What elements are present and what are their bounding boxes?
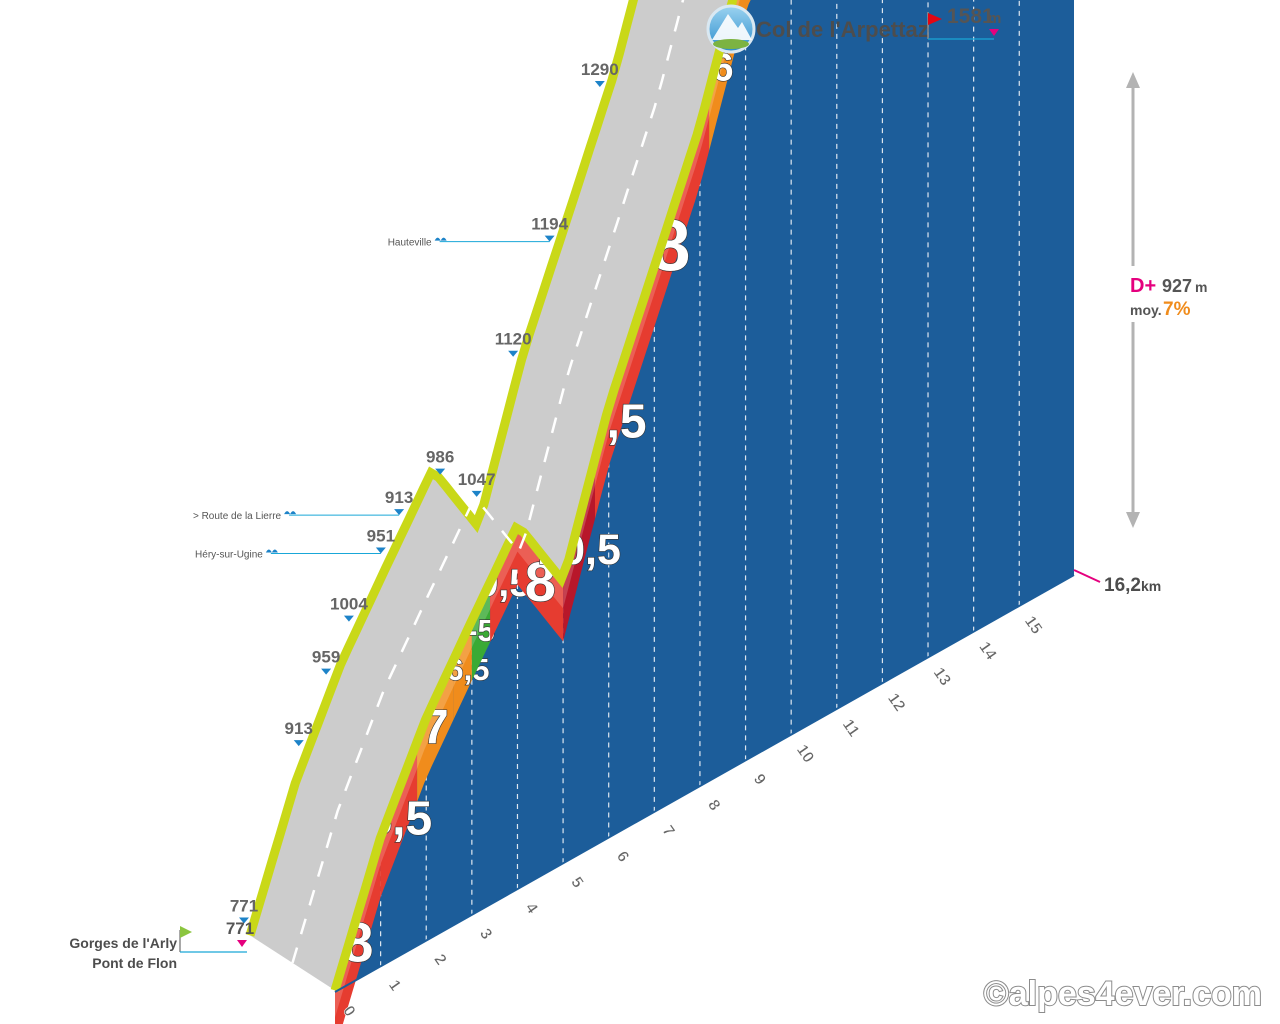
place-label: Héry-sur-Ugine <box>195 549 263 560</box>
place-label: > Route de la Lierre <box>193 511 282 522</box>
km-tick-label: 14 <box>975 639 999 663</box>
start-name-line1: Gorges de l'Arly <box>69 935 177 951</box>
start-block: Gorges de l'Arly Pont de Flon 771 <box>69 919 254 971</box>
arrow-down-icon <box>1126 512 1140 528</box>
km-tick-label: 10 <box>793 742 817 766</box>
title-block: Col de l'Arpettaz 1581 m <box>706 4 1001 54</box>
summit-flag-icon <box>928 13 942 25</box>
profile-wall-fill <box>335 0 1074 992</box>
altitude-marker-icon <box>471 490 482 497</box>
profile-wall <box>335 0 1074 992</box>
average-label: moy. <box>1130 302 1162 318</box>
arrow-up-icon <box>1126 72 1140 88</box>
start-flag-icon <box>180 926 192 938</box>
altitude-label: 1290 <box>581 60 619 79</box>
altitude-label: 1004 <box>330 595 368 614</box>
altitude-label: 771 <box>230 896 258 915</box>
village-icon <box>434 237 447 241</box>
km-tick-label: 12 <box>884 690 908 714</box>
altitude-label: 1047 <box>458 470 496 489</box>
altitude-markers: 771 913 959 1004 951 Héry-sur-Ugine 913 > Route… <box>193 60 619 924</box>
altitude-marker-icon <box>375 547 386 554</box>
km-tick-label: 1 <box>385 977 404 994</box>
km-tick-label: 15 <box>1021 613 1045 637</box>
altitude-label: 1194 <box>531 215 568 234</box>
summit-altitude: 1581 <box>947 5 994 28</box>
km-tick-label: 13 <box>930 665 954 689</box>
km-tick-label: 3 <box>476 926 495 943</box>
altitude-marker-icon <box>239 917 249 924</box>
altitude-label: 959 <box>312 648 340 667</box>
altitude-marker-icon <box>544 235 555 242</box>
km-axis-line <box>334 574 1075 993</box>
watermark: ©alpes4ever.com <box>984 975 1262 1013</box>
road-back-edge <box>245 0 639 937</box>
km-tick-label: 7 <box>658 823 677 840</box>
altitude-marker-icon <box>594 80 605 87</box>
mountain-logo-icon <box>706 4 756 54</box>
road-front-edge <box>330 0 738 992</box>
summit-marker-icon <box>989 29 999 36</box>
total-distance: 16,2 <box>1104 575 1141 596</box>
road-surface <box>250 0 733 991</box>
distance-leader-line <box>1073 569 1101 583</box>
average-gradient: 7% <box>1163 299 1191 320</box>
village-icon <box>284 511 297 515</box>
village-icon <box>265 549 278 553</box>
elevation-gain-label: D+ <box>1130 275 1156 297</box>
distance-unit: km <box>1141 578 1161 594</box>
altitude-marker-icon <box>394 509 405 516</box>
km-tick-label: 5 <box>567 874 586 891</box>
altitude-marker-icon <box>321 668 332 675</box>
road-top <box>245 0 738 992</box>
km-tick-label: 8 <box>704 797 723 814</box>
km-gridlines <box>380 0 1020 967</box>
altitude-label: 951 <box>367 526 395 545</box>
elevation-summary: D+ 927 m moy. 7% <box>1125 72 1215 528</box>
elevation-gain-value: 927 <box>1162 276 1192 296</box>
start-altitude: 771 <box>226 919 254 938</box>
altitude-label: 986 <box>426 448 454 467</box>
km-tick-label: 11 <box>839 716 863 740</box>
start-name-line2: Pont de Flon <box>92 955 177 971</box>
altitude-marker-icon <box>293 740 304 747</box>
altitude-label: 913 <box>385 488 413 507</box>
km-tick-label: 4 <box>522 900 541 917</box>
altitude-marker-icon <box>343 615 354 622</box>
altitude-label: 1120 <box>495 330 532 349</box>
altitude-marker-icon <box>508 350 519 357</box>
km-tick-label: 9 <box>750 771 769 788</box>
summit-unit: m <box>988 10 1001 27</box>
altitude-label: 913 <box>285 719 313 738</box>
chart-title: Col de l'Arpettaz <box>756 17 929 42</box>
elevation-gain-unit: m <box>1195 279 1207 295</box>
km-tick-label: 2 <box>430 951 449 968</box>
start-marker-icon <box>237 940 247 947</box>
distance-block: 16,2 km <box>1073 569 1161 596</box>
altitude-marker-icon <box>435 468 446 475</box>
place-label: Hauteville <box>388 238 432 249</box>
road-centerline <box>291 0 685 964</box>
km-tick-label: 6 <box>613 848 632 865</box>
